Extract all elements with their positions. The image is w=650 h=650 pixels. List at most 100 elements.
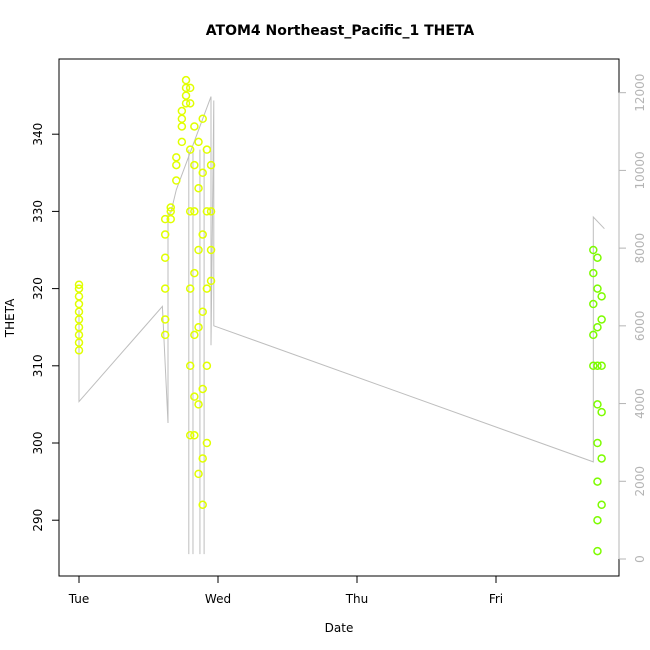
theta-point <box>185 99 195 108</box>
theta-point <box>185 145 195 154</box>
y-tick-label: 330 <box>31 200 45 223</box>
theta-point <box>198 168 207 178</box>
theta-point <box>190 122 199 131</box>
theta-point <box>202 207 212 216</box>
theta-point <box>160 315 170 324</box>
x-tick-label: Thu <box>345 592 369 606</box>
theta-point <box>190 431 199 440</box>
theta-point <box>166 207 175 216</box>
theta-point <box>190 160 199 170</box>
right-tick-label: 10000 <box>633 151 647 189</box>
theta-point <box>198 114 207 124</box>
theta-point <box>74 292 84 301</box>
theta-point <box>177 122 187 131</box>
theta-point <box>172 176 181 185</box>
theta-point <box>198 454 207 463</box>
theta-point <box>172 153 181 162</box>
x-axis: Tue Wed Thu Fri <box>68 575 503 606</box>
theta-point <box>597 454 606 463</box>
theta-points-layer <box>74 75 606 556</box>
theta-point <box>593 546 602 556</box>
right-tick-label: 0 <box>633 555 647 563</box>
theta-point <box>198 307 207 317</box>
theta-point <box>190 268 199 278</box>
theta-point <box>597 361 606 371</box>
theta-point <box>589 330 598 340</box>
theta-point <box>202 361 212 371</box>
theta-point <box>206 276 216 286</box>
right-tick-label: 6000 <box>633 311 647 342</box>
plot-frame <box>58 58 620 577</box>
theta-point <box>593 438 602 448</box>
chart-title: ATOM4 Northeast_Pacific_1 THETA <box>206 23 475 39</box>
theta-point <box>593 253 602 262</box>
theta-point <box>74 299 84 309</box>
y-axis-right: 0 2000 4000 6000 8000 10000 12000 <box>618 74 647 563</box>
y-tick-label: 290 <box>31 509 45 532</box>
theta-point <box>198 384 207 394</box>
theta-point <box>194 469 203 479</box>
theta-point <box>597 500 606 510</box>
theta-point <box>589 268 598 278</box>
theta-point <box>177 137 187 147</box>
x-tick-label: Wed <box>205 592 231 606</box>
theta-point <box>190 330 199 340</box>
theta-point <box>181 75 191 85</box>
theta-point <box>166 203 175 212</box>
theta-point <box>198 230 207 239</box>
theta-point <box>185 361 195 371</box>
theta-point <box>160 330 170 340</box>
theta-point <box>597 315 606 324</box>
theta-point <box>160 253 170 262</box>
right-tick-label: 8000 <box>633 233 647 264</box>
altitude-line <box>78 96 605 463</box>
theta-point <box>185 284 195 293</box>
theta-point <box>160 214 170 224</box>
right-tick-label: 4000 <box>633 388 647 419</box>
theta-point <box>185 207 195 216</box>
theta-point <box>190 392 199 401</box>
theta-point <box>198 500 207 510</box>
y-tick-label: 300 <box>31 432 45 455</box>
theta-point <box>202 145 212 154</box>
y-tick-label: 310 <box>31 354 45 377</box>
theta-point <box>74 280 84 289</box>
y-tick-label: 340 <box>31 123 45 146</box>
theta-point <box>206 207 216 216</box>
theta-point <box>593 322 602 332</box>
theta-point <box>597 292 606 301</box>
theta-point <box>597 407 606 417</box>
theta-point <box>194 183 203 193</box>
y-axis-label: THETA <box>3 298 17 338</box>
theta-point <box>593 400 602 409</box>
theta-point <box>185 431 195 440</box>
theta-point <box>181 91 191 100</box>
altitude-line-layer <box>78 96 605 555</box>
right-tick-label: 2000 <box>633 466 647 497</box>
theta-point <box>194 137 203 147</box>
theta-point <box>593 284 602 293</box>
right-tick-label: 12000 <box>633 74 647 112</box>
theta-point <box>589 299 598 309</box>
theta-point <box>177 114 187 124</box>
theta-point <box>172 160 181 170</box>
theta-point <box>202 284 212 293</box>
theta-point <box>74 284 84 293</box>
theta-point <box>206 245 216 255</box>
theta-point <box>160 284 170 293</box>
theta-point <box>593 515 602 525</box>
theta-point <box>190 207 199 216</box>
x-axis-label: Date <box>325 621 354 635</box>
theta-point <box>589 245 598 255</box>
theta-point <box>194 322 203 332</box>
theta-point <box>160 230 170 239</box>
theta-point <box>589 361 598 371</box>
theta-point <box>202 438 212 448</box>
theta-point <box>593 477 602 486</box>
theta-point <box>206 160 216 170</box>
y-tick-label: 320 <box>31 277 45 300</box>
theta-point <box>194 400 203 409</box>
x-tick-label: Fri <box>489 592 503 606</box>
x-tick-label: Tue <box>68 592 90 606</box>
